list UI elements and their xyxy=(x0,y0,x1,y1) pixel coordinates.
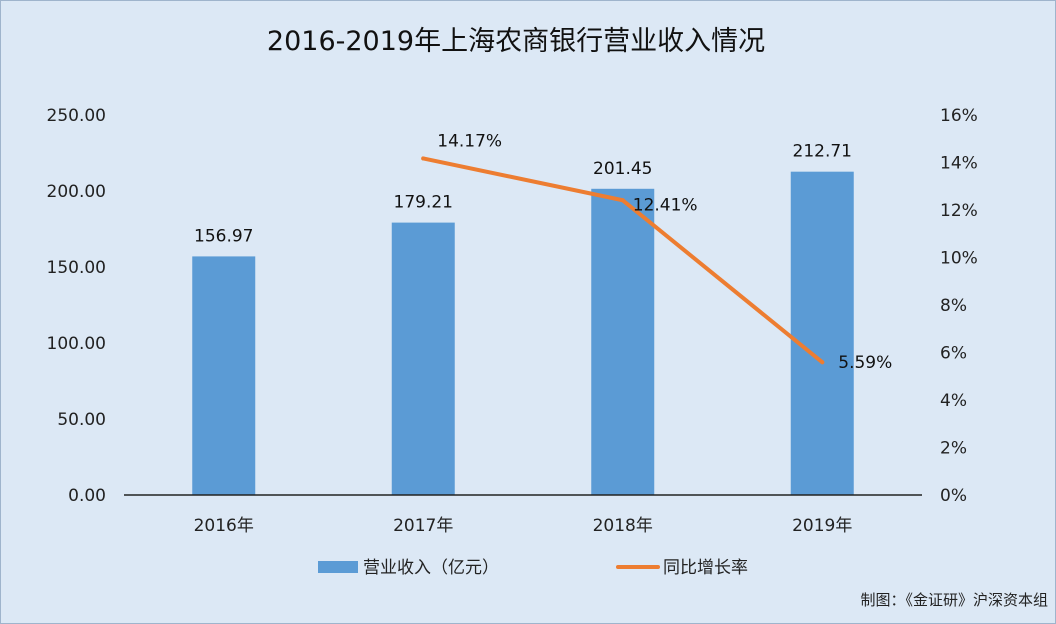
y-left-tick-label: 150.00 xyxy=(47,258,106,278)
y-right-tick-label: 12% xyxy=(940,201,978,221)
y-right-tick-label: 8% xyxy=(940,296,967,316)
bar xyxy=(391,222,455,495)
line-point xyxy=(620,198,625,203)
plot-area: 0.00 50.00 100.00 150.00 200.00 250.00 0% 2% 4% 6… xyxy=(47,106,978,578)
y-left-tick-label: 0.00 xyxy=(68,486,106,506)
line-data-label: 5.59% xyxy=(838,353,892,373)
legend-swatch-bar xyxy=(318,561,358,573)
x-tick-label: 2018年 xyxy=(593,516,653,536)
x-tick-label: 2017年 xyxy=(393,516,453,536)
bar xyxy=(790,171,854,496)
line-point xyxy=(820,360,825,365)
bar-data-label: 201.45 xyxy=(593,159,652,179)
y-right-tick-label: 16% xyxy=(940,106,978,126)
chart-credit: 制图：《金证研》沪深资本组 xyxy=(860,591,1048,609)
legend-label-line: 同比增长率 xyxy=(663,558,748,578)
bar-data-label: 156.97 xyxy=(194,226,253,246)
y-left-tick-label: 250.00 xyxy=(47,106,106,126)
y-left-tick-label: 50.00 xyxy=(57,410,106,430)
x-tick-label: 2019年 xyxy=(792,516,852,536)
chart-title: 2016-2019年上海农商银行营业收入情况 xyxy=(267,26,765,57)
y-right-tick-label: 2% xyxy=(940,439,967,459)
bar xyxy=(192,256,256,495)
line-data-label: 14.17% xyxy=(437,131,502,151)
y-right-tick-label: 6% xyxy=(940,344,967,364)
y-right-tick-label: 14% xyxy=(940,154,978,174)
bar-data-label: 179.21 xyxy=(394,193,453,213)
y-right-tick-label: 4% xyxy=(940,391,967,411)
y-left-tick-label: 200.00 xyxy=(47,182,106,202)
bar-data-label: 212.71 xyxy=(793,142,852,162)
y-right-tick-label: 10% xyxy=(940,249,978,269)
y-right-tick-label: 0% xyxy=(940,486,967,506)
line-data-label: 12.41% xyxy=(633,195,698,215)
x-tick-label: 2016年 xyxy=(194,516,254,536)
line-point xyxy=(421,156,426,161)
legend-label-bar: 营业收入（亿元） xyxy=(363,558,499,578)
bar xyxy=(591,188,655,495)
y-left-tick-label: 100.00 xyxy=(47,334,106,354)
